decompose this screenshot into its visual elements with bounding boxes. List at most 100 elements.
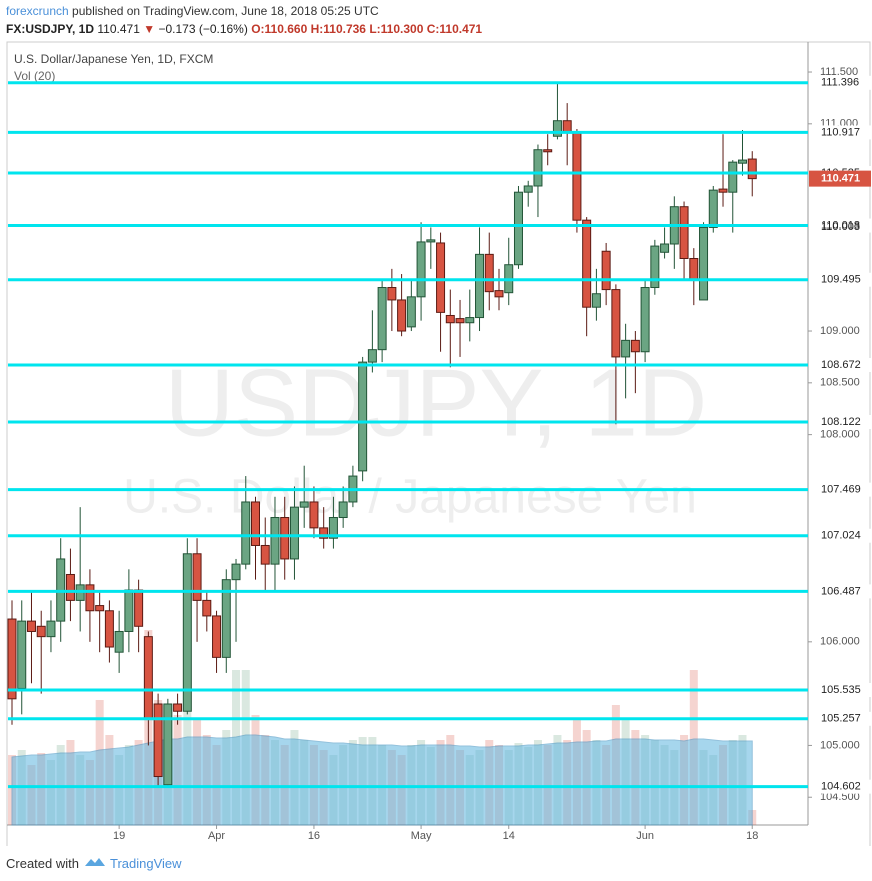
candle-body (494, 290, 504, 298)
last: 110.471 (97, 22, 140, 36)
candle-body (484, 253, 494, 293)
level-label: 107.469 (821, 484, 861, 496)
footer: Created with TradingView (6, 856, 182, 871)
candle-body (367, 349, 377, 363)
candle-body (591, 293, 601, 308)
y-tick-label: 104.500 (820, 791, 860, 803)
candle-body (387, 287, 397, 301)
candle-body (114, 630, 124, 653)
candle-body (552, 120, 562, 137)
level-label-box (809, 75, 871, 90)
level-label: 107.024 (821, 530, 861, 542)
candle-body (699, 226, 709, 301)
candle-body (85, 584, 95, 612)
level-label-box (809, 683, 871, 698)
candle-body (572, 131, 582, 221)
candle-body (718, 188, 728, 193)
candle-body (377, 287, 387, 351)
logo (84, 858, 105, 866)
author[interactable]: forexcrunch (6, 4, 69, 18)
candle-body (640, 287, 650, 353)
candle-body (221, 579, 231, 658)
x-tick-label: Apr (208, 830, 225, 842)
volume-ma (11, 734, 753, 826)
candle-body (134, 589, 144, 627)
last-price-label: 110.471 (821, 173, 860, 185)
level-label-box (809, 272, 871, 287)
symbol: FX:USDJPY, 1D (6, 22, 95, 36)
candle-body (212, 615, 222, 658)
published: published on TradingView.com, June 18, 2… (72, 4, 379, 18)
candle-body (36, 625, 46, 638)
candle-body (513, 191, 523, 266)
candle-body (104, 610, 114, 648)
candle-body (143, 636, 153, 721)
level-label: 105.257 (821, 713, 861, 725)
candle-body (280, 517, 290, 560)
change: −0.173 (−0.16%) (158, 22, 248, 36)
x-tick-label: Jun (636, 830, 654, 842)
candle-body (406, 296, 416, 328)
level-label: 108.122 (821, 416, 861, 428)
y-tick-label: 105.000 (820, 739, 860, 751)
candle-body (173, 703, 183, 712)
brand[interactable]: TradingView (110, 856, 182, 871)
candle-body (543, 149, 553, 153)
ohlc-low: L:110.300 (369, 22, 424, 36)
candle-body (630, 339, 640, 353)
candle-body (241, 501, 251, 565)
y-tick-label: 111.000 (820, 118, 858, 130)
candle-body (358, 361, 368, 472)
subtitle: Vol (20) (14, 69, 55, 83)
quote-line: FX:USDJPY, 1D 110.471 ▼ −0.173 (−0.16%) … (6, 22, 483, 36)
level-label-box (809, 779, 871, 794)
candle-body (153, 703, 163, 778)
candle-body (202, 599, 212, 617)
level-label-box (809, 528, 871, 543)
level-label: 106.487 (821, 585, 861, 597)
candle-body (260, 544, 270, 565)
candle-body (465, 317, 475, 324)
candle-body (445, 314, 455, 324)
candle-body (436, 242, 446, 313)
candle-body (65, 573, 75, 601)
candle-body (17, 620, 27, 689)
level-label: 109.495 (821, 274, 861, 286)
candle-body (397, 299, 407, 332)
candle-body (728, 161, 738, 193)
chart: USDJPY, 1D U.S. Dollar / Japanese Yen U.… (6, 41, 871, 846)
candle-body (95, 605, 105, 612)
candle-body (601, 250, 611, 291)
y-tick-label: 109.000 (820, 325, 860, 337)
level-label: 104.602 (821, 781, 861, 793)
level-label-box (809, 125, 871, 140)
x-tick-label: May (411, 830, 432, 842)
candle-body (338, 501, 348, 519)
chart-title: U.S. Dollar/Japanese Yen, 1D, FXCM (14, 52, 213, 66)
level-label-box (809, 358, 871, 373)
x-tick-label: 14 (503, 830, 515, 842)
candle-body (660, 243, 670, 253)
candle-body (26, 620, 36, 632)
frame (6, 41, 871, 846)
x-tick-label: 18 (746, 830, 758, 842)
level-label-box (809, 482, 871, 497)
candle-body (455, 318, 465, 324)
y-tick-label: 108.500 (820, 377, 860, 389)
y-tick-label: 108.000 (820, 429, 860, 441)
level-label: 110.018 (821, 219, 860, 231)
level-label-box (809, 218, 871, 233)
candle-body (582, 219, 592, 308)
candle-body (523, 185, 533, 193)
level-label-box (809, 414, 871, 429)
created: Created with (6, 856, 79, 871)
level-label: 105.535 (821, 684, 861, 696)
candle-body (689, 258, 699, 280)
x-tick-label: 16 (308, 830, 320, 842)
candle-body (309, 501, 319, 529)
ohlc-high: H:110.736 (310, 22, 366, 36)
y-tick-label: 106.000 (820, 636, 860, 648)
x-tick-label: 19 (113, 830, 125, 842)
candle-body (747, 158, 757, 180)
